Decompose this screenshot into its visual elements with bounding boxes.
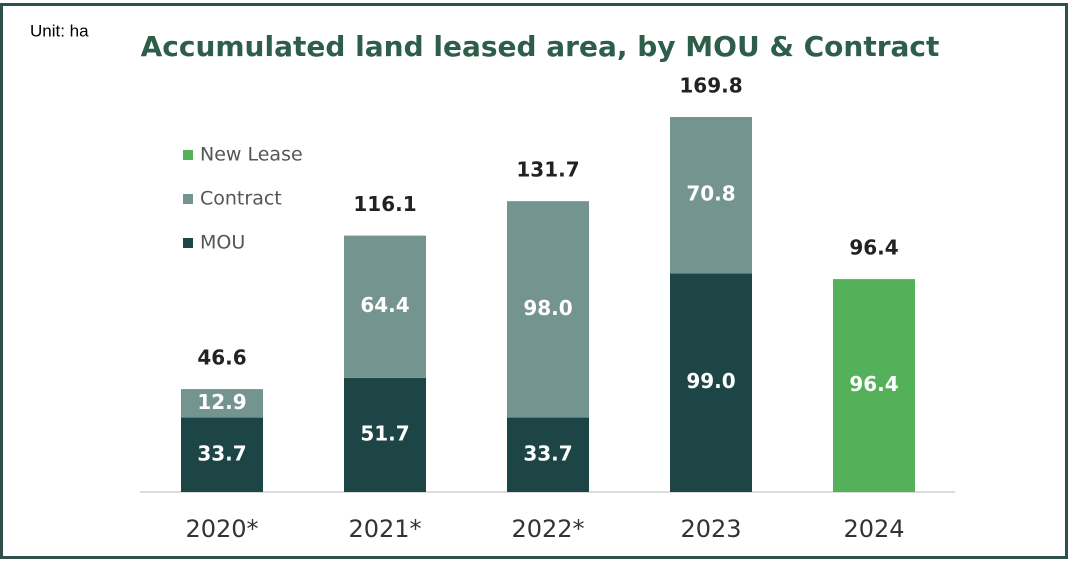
frame	[0, 3, 1068, 559]
segment-label: 33.7	[197, 441, 246, 465]
bar-segment	[670, 117, 752, 274]
bar-segment	[507, 417, 589, 492]
bar-segment	[181, 417, 263, 492]
bar-segment	[670, 273, 752, 492]
x-tick-label: 2022*	[511, 515, 584, 543]
x-tick-label: 2023	[680, 515, 741, 543]
total-label: 116.1	[353, 192, 416, 216]
bar-segment	[344, 377, 426, 492]
total-label: 96.4	[849, 236, 898, 260]
segment-label: 64.4	[360, 293, 409, 317]
segment-label: 99.0	[686, 369, 735, 393]
segment-label: 70.8	[686, 182, 735, 206]
legend-label: New Lease	[200, 144, 303, 166]
bar-segment	[833, 279, 915, 492]
segment-label: 12.9	[197, 390, 246, 414]
legend-swatch	[183, 194, 193, 204]
x-tick-label: 2024	[843, 515, 904, 543]
segment-label: 33.7	[523, 441, 572, 465]
legend-swatch	[183, 238, 193, 248]
legend-label: Contract	[200, 188, 282, 210]
total-label: 169.8	[679, 74, 742, 98]
segment-label: 51.7	[360, 421, 409, 445]
chart-title: Accumulated land leased area, by MOU & C…	[141, 30, 940, 63]
segment-label: 96.4	[849, 372, 898, 396]
bar-segment	[344, 235, 426, 378]
bar-segment	[181, 389, 263, 418]
legend-label: MOU	[200, 232, 245, 254]
total-label: 46.6	[197, 346, 246, 370]
legend-swatch	[183, 150, 193, 160]
bar-segment	[507, 201, 589, 418]
total-label: 131.7	[516, 158, 579, 182]
segment-label: 98.0	[523, 296, 572, 320]
x-tick-label: 2020*	[185, 515, 258, 543]
x-tick-label: 2021*	[348, 515, 421, 543]
unit-label: Unit: ha	[30, 21, 89, 40]
